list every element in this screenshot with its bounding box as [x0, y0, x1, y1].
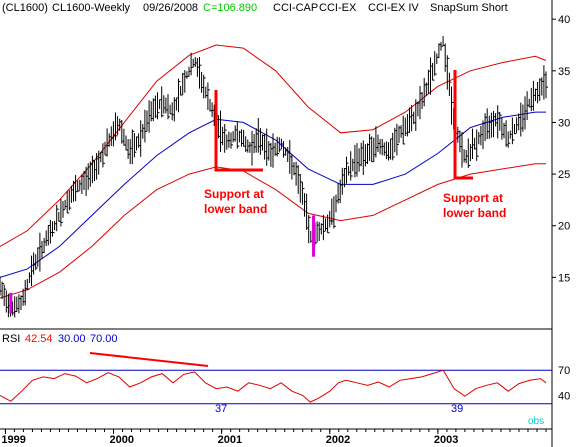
time-tick-label-2000: 2000 [110, 434, 134, 446]
price-tick-label-15: 15 [558, 272, 570, 284]
price-tick-label-20: 20 [558, 221, 570, 233]
time-tick-label-2001: 2001 [218, 434, 242, 446]
rsi-plot: 40 70 [0, 365, 570, 405]
study-label-4: SnapSum Short [430, 2, 508, 14]
rsi-value: 42.54 [25, 333, 53, 345]
close-label: C=106.890 [203, 2, 257, 14]
price-tick-label-30: 30 [558, 117, 570, 129]
study-label-2: CCI-EX [319, 2, 357, 14]
rsi-tick-label-70: 70 [558, 365, 570, 377]
rsi-divergence-line [89, 352, 209, 367]
time-tick-label-2003: 2003 [434, 434, 458, 446]
annotation-2-line2: lower band [443, 206, 506, 220]
rsi-low-level: 30.00 [58, 333, 86, 345]
price-tick-label-40: 40 [558, 14, 570, 26]
price-tick-label-25: 25 [558, 169, 570, 181]
main-plot [0, 36, 548, 318]
middle-band-line [0, 111, 546, 278]
rsi-title: RSI [2, 333, 20, 345]
obs-label: obs [528, 416, 544, 427]
price-axis: 15 20 25 30 35 40 [552, 14, 570, 284]
lower-band-line [0, 163, 546, 299]
rsi-tick-label-40: 40 [558, 390, 570, 402]
support-bracket-2 [453, 70, 473, 180]
chart-name-label: CL1600-Weekly [52, 2, 131, 14]
symbol-label: (CL1600) [2, 2, 48, 14]
rsi-low-label-2: 39 [451, 403, 463, 415]
study-label-3: CCI-EX IV [368, 2, 419, 14]
annotation-1-line2: lower band [204, 202, 267, 216]
support-bracket-1 [214, 90, 263, 172]
price-tick-label-35: 35 [558, 66, 570, 78]
time-axis: 1999 2000 2001 2002 2003 [1, 429, 547, 446]
study-label-1: CCI-CAP [273, 2, 318, 14]
time-tick-label-2002: 2002 [326, 434, 350, 446]
time-tick-label-1999: 1999 [1, 434, 25, 446]
rsi-low-label-1: 37 [215, 403, 227, 415]
date-label: 09/26/2008 [143, 2, 198, 14]
annotation-2-line1: Support at [443, 191, 503, 205]
annotation-1-line1: Support at [204, 187, 264, 201]
rsi-high-level: 70.00 [90, 333, 118, 345]
rsi-line [0, 369, 547, 403]
